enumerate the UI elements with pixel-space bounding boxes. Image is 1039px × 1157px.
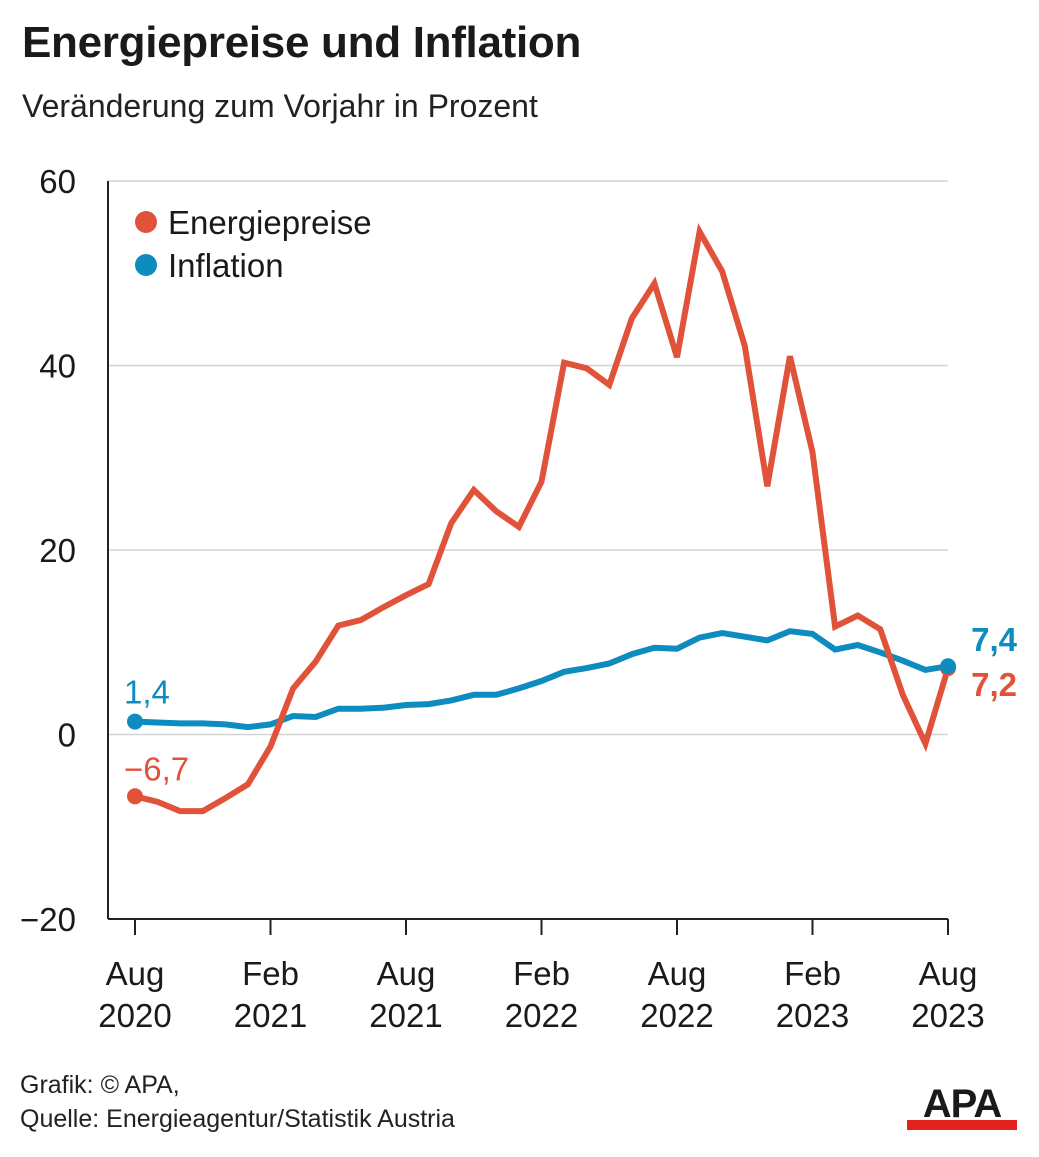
- x-tick-label: Feb: [513, 955, 570, 992]
- chart-title: Energiepreise und Inflation: [22, 18, 582, 67]
- y-tick-label: 0: [58, 717, 76, 754]
- y-tick-label: 20: [39, 532, 76, 569]
- x-tick-label: Aug: [919, 955, 978, 992]
- start-point-inflation: [127, 713, 143, 730]
- x-tick-label: 2021: [369, 997, 442, 1034]
- x-tick-label: Aug: [377, 955, 436, 992]
- start-value-label-inflation: 1,4: [124, 674, 170, 711]
- x-tick-label: 2023: [776, 997, 849, 1034]
- x-tick-label: 2022: [640, 997, 713, 1034]
- end-value-label-energiepreise: 7,2: [971, 666, 1017, 703]
- legend-marker-energiepreise: [135, 211, 157, 233]
- footer: Grafik: © APA, Quelle: Energieagentur/St…: [20, 1068, 455, 1136]
- x-tick-label: 2022: [505, 997, 578, 1034]
- x-tick-label: 2021: [234, 997, 307, 1034]
- start-point-energiepreise: [127, 788, 143, 805]
- svg-text:APA: APA: [923, 1082, 1002, 1126]
- apa-logo: APA: [907, 1082, 1017, 1130]
- legend-label-inflation: Inflation: [168, 247, 284, 284]
- legend-marker-inflation: [135, 254, 157, 276]
- x-tick-label: Feb: [242, 955, 299, 992]
- y-tick-label: 40: [39, 348, 76, 385]
- legend-label-energiepreise: Energiepreise: [168, 204, 372, 241]
- y-tick-label: 60: [39, 163, 76, 200]
- chart-subtitle: Veränderung zum Vorjahr in Prozent: [22, 88, 538, 124]
- line-chart: −20 0 20 40 60 Aug 2020 Feb 2021 Aug 2021 Feb 2022 Au…: [20, 163, 1018, 1034]
- x-tick-label: Aug: [648, 955, 707, 992]
- credit-text: Grafik: © APA,: [20, 1071, 180, 1099]
- end-value-label-inflation: 7,4: [971, 621, 1018, 658]
- end-point-inflation: [940, 658, 956, 675]
- x-tick-label: 2023: [911, 997, 984, 1034]
- series-line-energiepreise: [134, 223, 951, 815]
- source-text: Quelle: Energieagentur/Statistik Austria: [20, 1105, 455, 1133]
- start-value-label-energiepreise: −6,7: [124, 750, 189, 787]
- series-line-inflation: [134, 628, 949, 731]
- x-tick-label: Aug: [106, 955, 165, 992]
- x-tick-label: 2020: [98, 997, 171, 1034]
- x-tick-label: Feb: [784, 955, 841, 992]
- y-tick-label: −20: [20, 901, 76, 938]
